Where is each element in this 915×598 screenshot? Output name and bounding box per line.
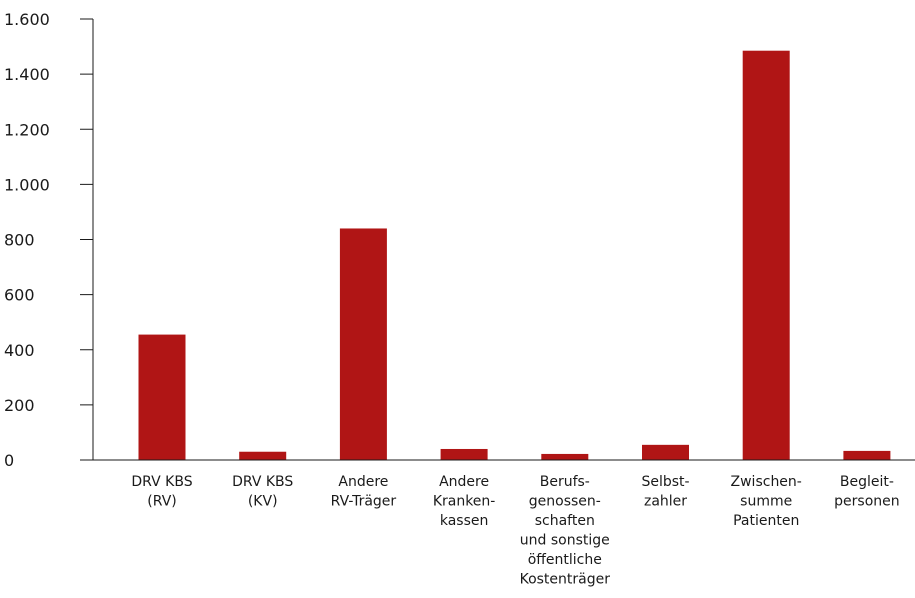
bar <box>541 453 589 460</box>
x-category-label: Andere Kranken-kassen <box>433 474 496 529</box>
y-tick-label: 1.400 <box>4 65 50 84</box>
x-category-label-line: öffentliche <box>528 552 602 568</box>
x-axis: DRV KBS (RV)DRV KBS (KV)Andere RV-TrägerAnd… <box>93 459 915 588</box>
x-category-label-line: Andere <box>338 474 388 490</box>
y-tick-label: 200 <box>4 396 35 415</box>
x-category-label: Zwischen-summe Patienten <box>731 474 802 529</box>
x-category-label-line: Begleit- <box>840 474 894 490</box>
x-category-label: Begleit-personen <box>834 474 899 510</box>
y-axis: 0 200 400 600 800 1.000 1.200 1.400 1.600 <box>4 10 94 470</box>
x-category-label: Andere RV-Träger <box>331 474 397 510</box>
x-category-label-line: kassen <box>440 513 489 529</box>
bar <box>339 228 387 460</box>
bar <box>843 450 891 460</box>
x-category-label-line: Patienten <box>733 513 799 529</box>
bar <box>138 334 186 460</box>
x-category-label-line: zahler <box>644 494 687 510</box>
x-category-label-line: Zwischen- <box>731 474 802 490</box>
bar <box>440 448 488 460</box>
y-tick-label: 800 <box>4 231 35 250</box>
y-tick-label: 1.200 <box>4 120 50 139</box>
x-category-label: DRV KBS (RV) <box>131 474 192 510</box>
x-category-label-line: (RV) <box>147 494 176 510</box>
y-tick-label: 1.600 <box>4 10 50 29</box>
x-category-label-line: RV-Träger <box>331 494 397 510</box>
x-category-label-line: (KV) <box>248 494 278 510</box>
x-category-label-line: Berufs- <box>540 474 590 490</box>
y-tick-label: 600 <box>4 286 35 305</box>
x-category-label: Selbst-zahler <box>641 474 689 510</box>
x-category-label-line: personen <box>834 494 899 510</box>
x-category-label-line: schaften <box>535 513 595 529</box>
x-category-label-line: DRV KBS <box>232 474 293 490</box>
bars <box>138 50 891 461</box>
bar <box>239 451 287 460</box>
x-category-label-line: und sonstige <box>520 533 610 549</box>
y-tick-label: 0 <box>4 451 14 470</box>
x-category-label-line: DRV KBS <box>131 474 192 490</box>
x-category-label-line: genossen- <box>529 494 601 510</box>
x-category-label-line: Selbst- <box>641 474 689 490</box>
bar <box>642 444 689 460</box>
x-category-label-line: Kranken- <box>433 494 496 510</box>
y-tick-label: 400 <box>4 341 35 360</box>
y-tick-label: 1.000 <box>4 175 50 194</box>
x-category-label-line: Andere <box>439 474 489 490</box>
x-category-label: Berufs-genossen-schaften und sonstige öffe… <box>520 474 611 588</box>
x-category-label: DRV KBS (KV) <box>232 474 293 510</box>
bar <box>742 50 790 461</box>
x-category-label-line: summe <box>740 494 792 510</box>
x-category-label-line: Kostenträger <box>520 572 611 588</box>
